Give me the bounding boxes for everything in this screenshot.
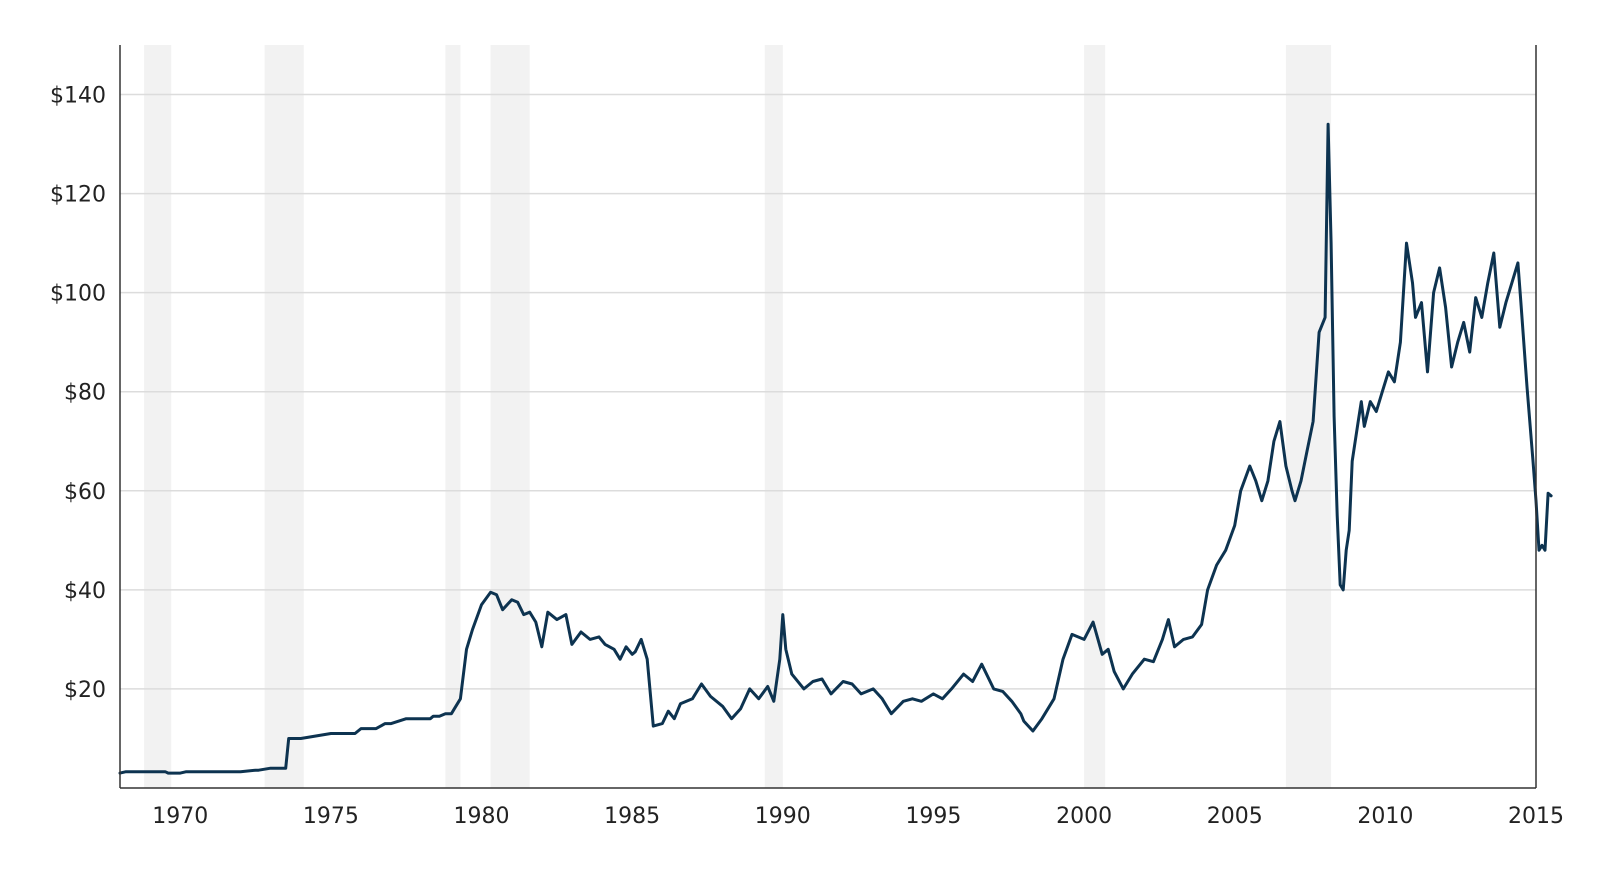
recession-shading-layer: [144, 45, 1332, 788]
x-tick-labels: 1970 1975 1980 1985 1990 1995 2000 2005 2010 2015: [152, 804, 1564, 829]
recession-band-0: [144, 45, 172, 788]
x-tick-label: 2000: [1056, 804, 1112, 829]
y-tick-label: $40: [64, 579, 106, 604]
recession-band-6: [1285, 45, 1332, 788]
recession-band-3: [490, 45, 530, 788]
x-tick-label: 2015: [1508, 804, 1564, 829]
x-tick-label: 1990: [755, 804, 811, 829]
recession-band-1: [264, 45, 304, 788]
x-tick-label: 1985: [604, 804, 660, 829]
x-tick-label: 1995: [905, 804, 961, 829]
gridlines-layer: [120, 93, 1536, 690]
y-tick-label: $80: [64, 381, 106, 406]
series-line-layer: [118, 122, 1553, 775]
x-tick-label: 2005: [1207, 804, 1263, 829]
y-tick-label: $20: [64, 678, 106, 703]
recession-band-4: [764, 45, 783, 788]
y-tick-label: $100: [50, 282, 106, 307]
y-tick-labels: $20 $40 $60 $80 $100 $120 $140: [50, 84, 106, 703]
recession-band-5: [1084, 45, 1106, 788]
series-line-0: [118, 122, 1553, 775]
y-tick-label: $120: [50, 183, 106, 208]
y-tick-label: $140: [50, 84, 106, 109]
axes-layer: [119, 45, 1537, 789]
x-tick-label: 1970: [152, 804, 208, 829]
x-tick-label: 1980: [454, 804, 510, 829]
recession-band-2: [445, 45, 461, 788]
x-tick-label: 1975: [303, 804, 359, 829]
x-tick-label: 2010: [1357, 804, 1413, 829]
y-tick-label: $60: [64, 480, 106, 505]
